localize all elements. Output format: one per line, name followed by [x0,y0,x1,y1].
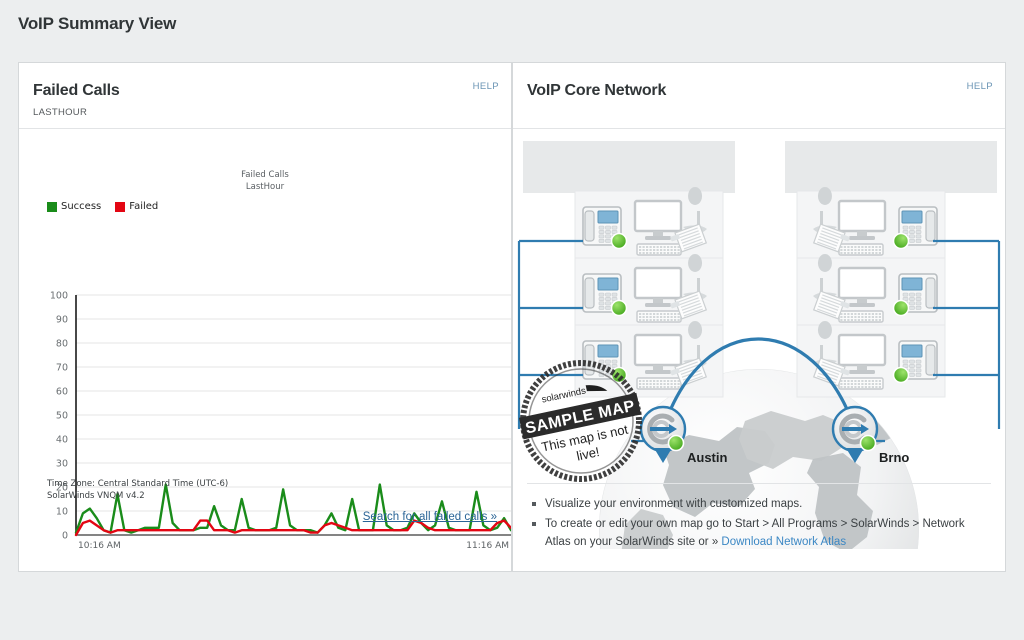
legend-swatch-failed [115,201,126,212]
status-indicator-up [892,299,910,317]
chart-ytick-label: 40 [56,435,68,446]
chart-xtick-end-time: 11:16 AM [466,541,509,549]
panel-core-network: VoIP Core Network HELP Austin Brno solarwi… [512,62,1006,572]
panel-title-core-network: VoIP Core Network [527,82,667,99]
chart-legend: Success Failed [47,201,166,212]
chart-footer-timezone: Time Zone: Central Standard Time (UTC-6) [47,479,229,489]
chart-title-sub: LastHour [245,182,285,192]
search-failed-calls-link[interactable]: Search for all failed calls » [362,511,497,523]
help-link-core-network[interactable]: HELP [966,81,993,92]
chart-ytick-label: 70 [56,363,68,374]
map-hint-1: Visualize your environment with customiz… [532,495,991,514]
chart-title-main: Failed Calls [241,170,289,180]
panel-header-core-network: VoIP Core Network HELP [513,63,1005,129]
map-node-label-austin: Austin [687,450,728,465]
workstation-group[interactable] [574,187,724,264]
chart-ytick-label: 10 [56,507,68,518]
panel-failed-calls: Failed Calls LASTHOUR HELP Failed Calls … [18,62,512,572]
map-hints: Visualize your environment with customiz… [527,483,991,553]
site-block-background-left [523,141,735,193]
status-indicator-up [610,299,628,317]
panel-header-failed-calls: Failed Calls LASTHOUR HELP [19,63,511,129]
stamp-brand: solarwinds [541,385,587,405]
map-node-label-brno: Brno [879,450,909,465]
link-lines [517,239,1001,443]
wan-arc-link [661,337,857,431]
status-indicator-up [892,232,910,250]
ip-phone[interactable] [898,273,938,313]
chart-ytick-label: 80 [56,339,68,350]
stamp-line-3: live! [575,444,601,463]
chart-failed-calls: Failed Calls LastHour Success Failed 0 10… [19,129,511,573]
chart-ytick-label: 20 [56,483,68,494]
legend-label-failed: Failed [129,201,159,212]
legend-item-success: Success [47,201,101,212]
panel-subtitle-failed-calls: LASTHOUR [33,107,88,118]
chart-footer: Time Zone: Central Standard Time (UTC-6)… [47,479,228,502]
workstation-group[interactable] [796,254,946,331]
ip-phone[interactable] [582,206,622,246]
download-network-atlas-link[interactable]: Download Network Atlas [721,536,847,548]
status-indicator-up [610,232,628,250]
legend-label-success: Success [61,201,102,212]
chart-series-success [74,483,511,534]
ip-phone[interactable] [898,340,938,380]
chart-ytick-label: 50 [56,411,68,422]
legend-item-failed: Failed [115,201,158,212]
help-link-failed-calls[interactable]: HELP [472,81,499,92]
chart-ytick-label: 100 [50,291,68,302]
chart-footer-version: SolarWinds VNQM v4.2 [47,490,145,501]
map-node-brno[interactable]: Brno [831,405,909,465]
map-node-austin[interactable]: Austin [639,405,728,465]
workstation-group[interactable] [574,321,724,398]
map-hint-2: To create or edit your own map go to Sta… [532,515,991,552]
workstation-group[interactable] [574,254,724,331]
status-indicator-up [892,366,910,384]
page-title: VoIP Summary View [18,14,177,33]
workstation-group[interactable] [796,321,946,398]
chart-ytick-label: 60 [56,387,68,398]
map-hint-2-text: To create or edit your own map go to Sta… [545,517,965,549]
site-block-background-right [785,141,997,193]
legend-swatch-success [47,201,57,212]
panel-title-failed-calls: Failed Calls [33,82,120,99]
ip-phone[interactable] [582,273,622,313]
workstation-group[interactable] [796,187,946,264]
chart-series-failed [74,519,511,537]
chart-xtick-start-time: 10:16 AM [78,541,121,549]
ip-phone[interactable] [898,206,938,246]
chart-ytick-label: 90 [56,315,68,326]
chart-ytick-label: 30 [56,459,68,470]
chart-title: Failed Calls LastHour [19,169,511,193]
network-map[interactable]: Austin Brno solarwinds SAMPLE MAP This map i… [513,129,1005,549]
chart-ytick-label: 0 [62,531,68,542]
